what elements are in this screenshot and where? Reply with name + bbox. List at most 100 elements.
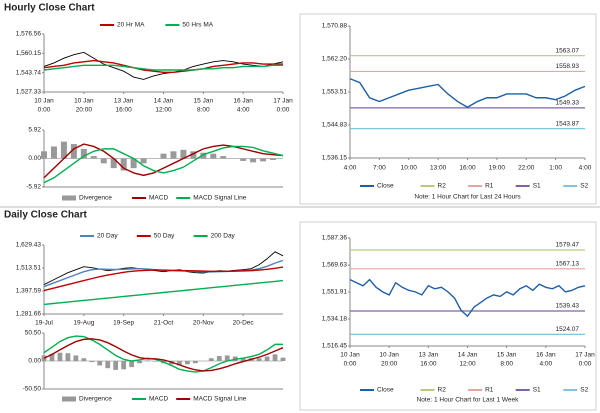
legend-label: 20 Day	[97, 233, 118, 240]
y-tick-label: 1,576.56	[16, 31, 42, 38]
x-tick-label: 10 Jan	[34, 98, 54, 105]
y-tick-label: -50.50	[23, 386, 42, 393]
x-tick-label: 19-Jul	[35, 320, 53, 327]
legend-swatch	[62, 195, 76, 201]
x-tick-label: 4:00	[540, 361, 553, 368]
divergence-bar	[240, 357, 246, 361]
x-tick-label: 14 Jan	[154, 98, 174, 105]
divergence-bar	[180, 149, 187, 159]
x-tick-label: 14 Jan	[458, 352, 478, 359]
legend-label: R1	[485, 183, 494, 190]
divergence-bar	[177, 361, 182, 366]
legend-label: R2	[438, 387, 447, 394]
x-tick-label: 0:00	[579, 361, 592, 368]
divergence-bar	[170, 151, 177, 159]
divergence-bar	[220, 156, 227, 159]
x-tick-label: 8:00	[500, 361, 513, 368]
divergence-bar	[185, 361, 190, 365]
divergence-bar	[60, 141, 67, 159]
divergence-bar	[90, 156, 97, 159]
x-tick-label: 19-Sep	[113, 320, 134, 327]
x-tick-label: 17 Jan	[273, 98, 293, 105]
level-label: 1558.93	[556, 63, 580, 70]
legend-label: 50 Hrs MA	[182, 22, 213, 29]
x-tick-label: 16 Jan	[536, 352, 556, 359]
x-tick-label: 19:00	[489, 165, 506, 172]
x-tick-label: 13:00	[430, 165, 447, 172]
chart-note: Note: 1 Hour Chart for Last 1 Week	[417, 397, 520, 404]
y-tick-label: 5.92	[28, 127, 41, 134]
y-tick-label: 1,543.74	[16, 69, 42, 76]
divergence-bar	[70, 144, 77, 159]
level-label: 1524.07	[556, 326, 580, 333]
divergence-bar	[97, 361, 103, 366]
level-label: 1567.13	[556, 261, 580, 268]
series-line	[43, 266, 284, 292]
divergence-bar	[113, 361, 119, 370]
legend-label: S2	[580, 183, 588, 190]
chart-note: Note: 1 Hour Chart for Last 24 Hours	[414, 194, 521, 201]
x-tick-label: 13 Jan	[419, 352, 439, 359]
x-tick-label: 17 Jan	[575, 352, 595, 359]
x-tick-label: 4:00	[344, 165, 357, 172]
divergence-bar	[200, 152, 207, 159]
divergence-bar	[57, 352, 63, 361]
divergence-bar	[73, 355, 79, 361]
legend-label: Close	[377, 387, 394, 394]
x-tick-label: 16:00	[459, 165, 476, 172]
y-tick-label: 1,551.91	[322, 289, 348, 296]
series-line	[43, 338, 284, 372]
y-tick-label: 0.00	[28, 358, 41, 365]
legend-label: 50 Day	[154, 233, 175, 240]
divergence-bar	[264, 356, 270, 361]
x-tick-label: 21-Oct	[154, 320, 174, 327]
x-tick-label: 22:00	[518, 165, 535, 172]
x-tick-label: 7:00	[373, 165, 386, 172]
x-tick-label: 0:00	[277, 107, 290, 114]
y-tick-label: 0.00	[28, 155, 41, 162]
x-tick-label: 4:00	[237, 107, 250, 114]
level-label: 1539.43	[556, 303, 580, 310]
level-label: 1579.47	[556, 242, 580, 249]
y-tick-label: 1,527.33	[16, 89, 42, 96]
series-line	[43, 251, 284, 285]
divergence-bar	[89, 361, 95, 363]
legend-label: Divergence	[79, 396, 112, 403]
divergence-bar	[129, 361, 135, 368]
y-tick-label: 1,553.51	[322, 89, 348, 96]
y-tick-label: 1,534.18	[322, 316, 348, 323]
x-tick-label: 10 Jan	[74, 98, 94, 105]
x-tick-label: 0:00	[344, 361, 357, 368]
divergence-bar	[190, 151, 197, 159]
x-tick-label: 10 Jan	[379, 352, 399, 359]
y-tick-label: 1,397.59	[16, 288, 42, 295]
series-line	[349, 78, 586, 109]
divergence-bar	[160, 153, 167, 159]
legend-label: Close	[377, 183, 394, 190]
series-line	[43, 279, 284, 306]
y-tick-label: -5.92	[26, 184, 41, 191]
legend-label: S2	[580, 387, 588, 394]
series-line	[349, 278, 586, 318]
divergence-bar	[270, 158, 277, 160]
y-tick-label: 1,544.83	[322, 122, 348, 129]
series-line	[43, 51, 284, 80]
x-tick-label: 0:00	[38, 107, 51, 114]
legend-swatch	[62, 396, 76, 402]
divergence-bar	[145, 360, 150, 361]
divergence-bar	[272, 354, 278, 361]
divergence-bar	[192, 361, 198, 364]
x-tick-label: 16:00	[420, 361, 437, 368]
divergence-bar	[105, 361, 111, 369]
divergence-bar	[256, 358, 262, 361]
y-tick-label: 1,281.66	[16, 311, 42, 318]
y-tick-label: 1,536.15	[322, 155, 348, 162]
divergence-bar	[140, 158, 147, 164]
legend-label: MACD Signal Line	[193, 396, 246, 403]
x-tick-label: 20-Dec	[233, 320, 255, 327]
y-tick-label: 1,570.88	[322, 23, 348, 30]
x-tick-label: 15 Jan	[194, 98, 214, 105]
divergence-bar	[65, 353, 71, 361]
divergence-bar	[280, 357, 286, 361]
